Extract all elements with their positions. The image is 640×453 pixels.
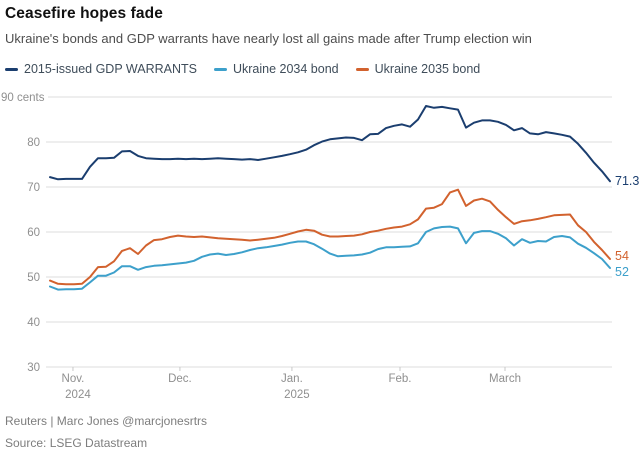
axis-label: 70	[27, 182, 40, 194]
axis-label: 80	[27, 137, 40, 149]
chart-legend: 2015-issued GDP WARRANTS Ukraine 2034 bo…	[5, 62, 480, 76]
axis-label: Nov.	[62, 373, 85, 385]
series-line-1	[49, 225, 611, 291]
axis-label: 30	[27, 362, 40, 374]
axis-label: 40	[27, 317, 40, 329]
legend-item-2034-bond: Ukraine 2034 bond	[213, 62, 339, 76]
series-line-2	[49, 188, 611, 286]
legend-label: 2015-issued GDP WARRANTS	[24, 62, 197, 76]
axis-label: 90 cents	[1, 92, 45, 104]
axis-label: 2025	[284, 389, 310, 401]
legend-item-2035-bond: Ukraine 2035 bond	[355, 62, 481, 76]
axis-label: 54	[615, 249, 629, 263]
legend-dash-icon	[213, 67, 227, 71]
page-title: Ceasefire hopes fade	[5, 5, 163, 22]
axis-label: Feb.	[388, 373, 411, 385]
series-line-0	[49, 105, 611, 183]
axis-label: Jan.	[281, 373, 303, 385]
axis-label: 2024	[65, 389, 91, 401]
axis-label: 50	[27, 272, 40, 284]
legend-label: Ukraine 2034 bond	[232, 62, 339, 76]
gridlines	[46, 96, 612, 368]
axis-label: 71.3	[615, 174, 639, 188]
footer-source: Source: LSEG Datastream	[5, 436, 148, 450]
legend-item-gdp-warrants: 2015-issued GDP WARRANTS	[5, 62, 197, 76]
footer-credit: Reuters | Marc Jones @marcjonesrtrs	[5, 414, 208, 428]
legend-label: Ukraine 2035 bond	[374, 62, 481, 76]
axis-label: 60	[27, 227, 40, 239]
legend-dash-icon	[355, 67, 369, 71]
axis-label: 52	[615, 265, 629, 279]
axis-label: Dec.	[168, 373, 192, 385]
chart-canvas: 90 cents 80 70 60 50 40 30 Nov. 2024 Dec. Jan. 2025…	[1, 92, 639, 401]
chart-area: 90 cents 80 70 60 50 40 30 Nov. 2024 Dec. Jan. 2025…	[0, 90, 640, 405]
legend-dash-icon	[5, 67, 18, 71]
chart-subtitle: Ukraine's bonds and GDP warrants have ne…	[5, 31, 532, 46]
axis-label: March	[489, 373, 521, 385]
